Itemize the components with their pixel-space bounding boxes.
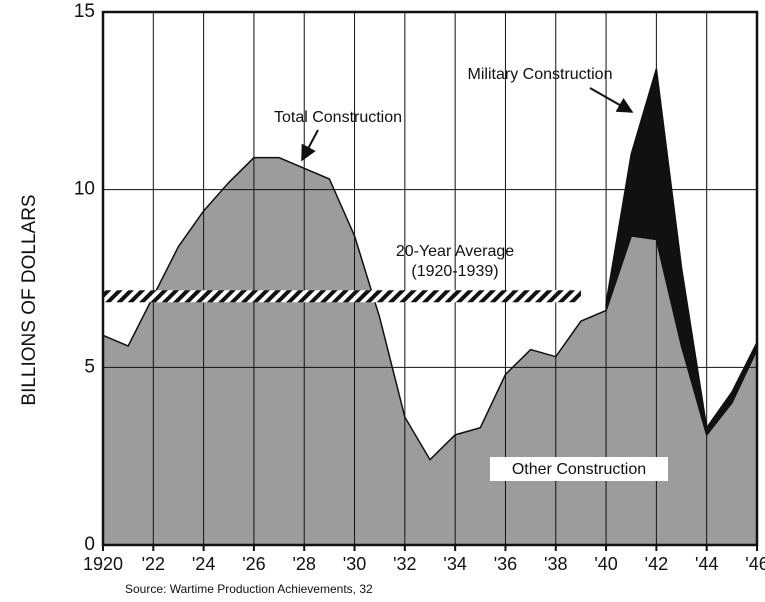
y-axis-label: BILLIONS OF DOLLARS (19, 194, 40, 405)
y-tick-label: 10 (74, 179, 95, 200)
x-tick-label: '32 (393, 554, 416, 574)
x-tick-label: 1920 (83, 554, 123, 574)
y-tick-label: 0 (84, 534, 95, 555)
annotation: Other Construction (512, 461, 646, 478)
x-tick-label: '40 (594, 554, 617, 574)
annotation: Total Construction (274, 109, 402, 126)
x-tick-label: '46 (745, 554, 765, 574)
arrow (301, 129, 319, 162)
x-tick-label: '28 (292, 554, 315, 574)
y-tick-label: 5 (84, 356, 95, 377)
annotation: (1920-1939) (411, 263, 498, 280)
x-tick-label: '26 (242, 554, 265, 574)
source: Source: Wartime Production Achievements,… (125, 582, 373, 596)
annotation: Military Construction (468, 66, 613, 83)
average-band (103, 290, 581, 303)
x-tick-label: '42 (645, 554, 668, 574)
x-tick-label: '44 (695, 554, 718, 574)
annotation: 20-Year Average (396, 243, 514, 260)
x-tick-label: '36 (494, 554, 517, 574)
x-tick-label: '30 (343, 554, 366, 574)
y-tick-label: 15 (74, 1, 95, 22)
x-tick-label: '34 (443, 554, 466, 574)
label-bg (490, 457, 668, 481)
x-tick-label: '38 (544, 554, 567, 574)
plot (101, 10, 759, 547)
arrow (589, 87, 634, 113)
plot-frame (101, 10, 759, 547)
x-tick-label: '22 (142, 554, 165, 574)
x-tick-label: '24 (192, 554, 215, 574)
